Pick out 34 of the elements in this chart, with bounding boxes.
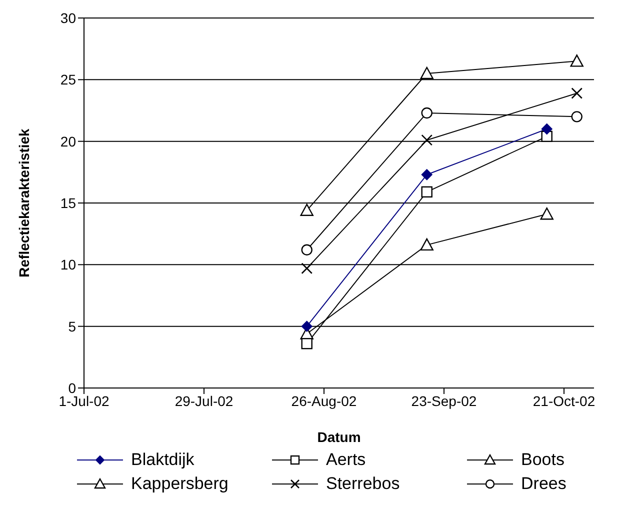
point <box>570 54 584 67</box>
legend-label: Kappersberg <box>131 474 228 494</box>
point <box>420 238 434 251</box>
point <box>301 262 313 274</box>
point <box>540 208 554 220</box>
point <box>300 204 314 216</box>
point <box>421 186 432 198</box>
legend-label: Aerts <box>326 450 366 470</box>
x-tick-label: 26-Aug-02 <box>291 392 357 409</box>
y-axis-title: Reflectiekarakteristiek <box>16 128 32 278</box>
point <box>421 107 432 119</box>
legend-label: Drees <box>521 474 566 494</box>
point <box>571 88 583 99</box>
point <box>301 244 312 256</box>
y-tick-label: 5 <box>68 318 76 334</box>
legend-label: Boots <box>521 450 564 470</box>
point <box>421 134 433 146</box>
point <box>421 169 432 180</box>
x-tick-label: 29-Jul-02 <box>174 392 234 409</box>
x-tick-label: 23-Sep-02 <box>411 392 477 409</box>
legend-label: Sterrebos <box>326 474 400 494</box>
point <box>541 124 552 134</box>
point <box>301 320 312 332</box>
y-tick-label: 15 <box>60 194 76 211</box>
x-tick-label: 21-Oct-02 <box>532 392 596 409</box>
y-tick-label: 20 <box>60 133 76 150</box>
legend-label: Blaktdijk <box>131 450 194 470</box>
y-tick-label: 25 <box>60 72 76 88</box>
y-tick-label: 10 <box>60 256 76 273</box>
y-tick-label: 30 <box>60 10 76 26</box>
point <box>301 338 312 350</box>
point <box>571 111 582 122</box>
x-axis-title: Datum <box>317 429 361 445</box>
point <box>420 66 434 80</box>
